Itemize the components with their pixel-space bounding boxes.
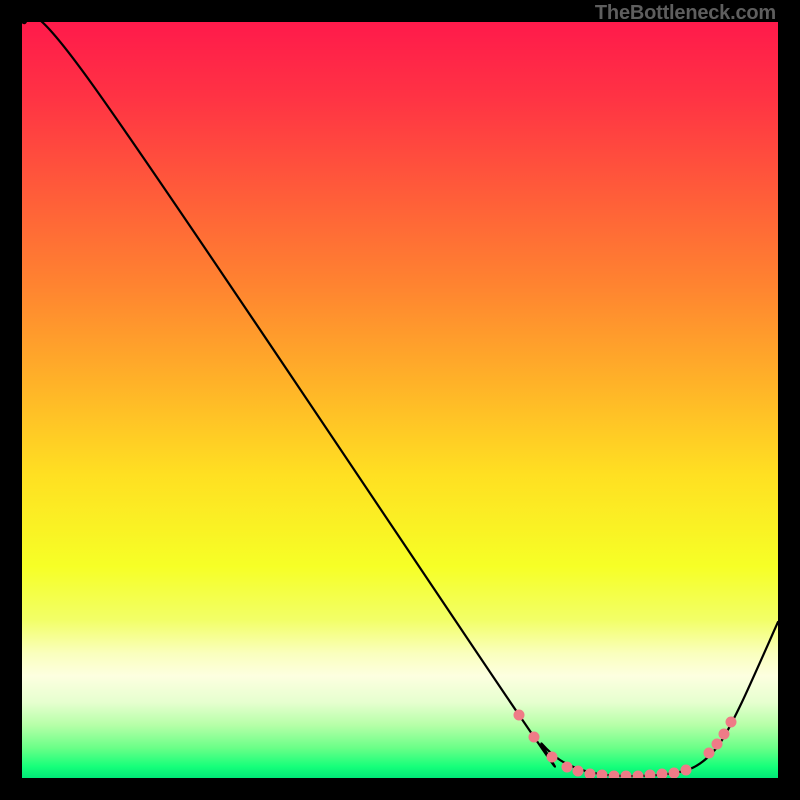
bottleneck-chart [22, 22, 778, 778]
marker-dot [645, 770, 655, 778]
marker-dot [562, 762, 572, 772]
marker-dot [704, 748, 714, 758]
marker-dot [585, 769, 595, 778]
marker-dot [609, 771, 619, 778]
marker-dot [529, 732, 539, 742]
marker-dot [621, 771, 631, 778]
marker-dot [726, 717, 736, 727]
marker-dot [712, 739, 722, 749]
marker-dot [657, 769, 667, 778]
marker-dot [573, 766, 583, 776]
marker-dot [597, 770, 607, 778]
marker-dot [547, 752, 557, 762]
chart-background [22, 22, 778, 778]
marker-dot [514, 710, 524, 720]
chart-plot-area [22, 22, 778, 778]
marker-dot [681, 765, 691, 775]
marker-dot [633, 771, 643, 778]
watermark-text: TheBottleneck.com [595, 2, 776, 25]
marker-dot [669, 768, 679, 778]
marker-dot [719, 729, 729, 739]
